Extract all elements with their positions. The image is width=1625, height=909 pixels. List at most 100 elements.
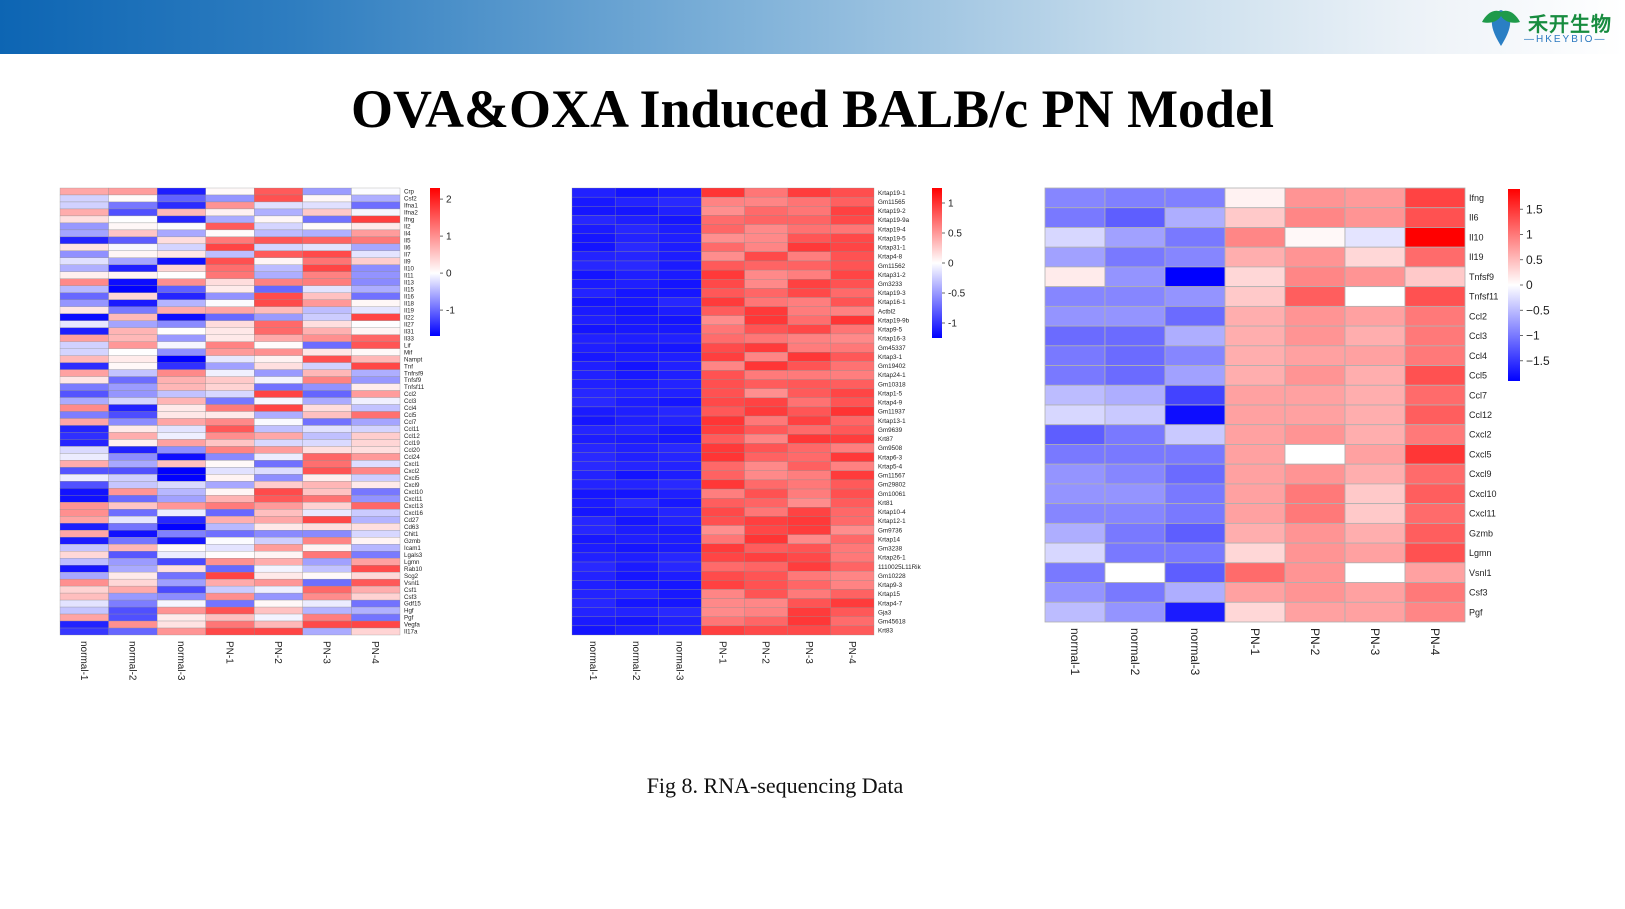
heatmap-cell	[351, 620, 401, 629]
heatmap-cell	[830, 352, 875, 362]
heatmap-cell	[302, 544, 352, 552]
heatmap-cell	[205, 592, 255, 601]
heatmap-cell	[614, 406, 659, 417]
heatmap-cell	[1344, 227, 1406, 248]
heatmap-cell	[571, 507, 616, 517]
heatmap-cell	[1224, 601, 1286, 623]
heatmap-cell	[254, 537, 304, 545]
heatmap-cell	[1344, 503, 1406, 524]
heatmap-cell	[571, 297, 616, 307]
heatmap-cell	[254, 474, 304, 482]
legend-tick-label: -1	[948, 319, 957, 330]
heatmap-cell	[1164, 404, 1226, 426]
heatmap-cell	[254, 502, 304, 510]
heatmap-cell	[830, 206, 875, 216]
heatmap-cell	[1344, 365, 1406, 386]
gene-label: Krtap26-1	[878, 555, 906, 562]
heatmap-cell	[302, 620, 352, 629]
legend-tick-label: −0.5	[1526, 303, 1550, 317]
heatmap-cell	[571, 397, 616, 408]
heatmap-cell	[830, 561, 875, 572]
heatmap-cell	[658, 479, 702, 490]
heatmap-cell	[1224, 404, 1286, 426]
heatmap-cell	[254, 571, 304, 580]
gene-label: Gzmb	[1469, 528, 1493, 538]
heatmap-cell	[205, 341, 255, 349]
heatmap-cell	[59, 264, 109, 272]
heatmap-cell	[1104, 522, 1166, 544]
heatmap-cell	[108, 627, 158, 636]
heatmap-cell	[614, 361, 659, 371]
heatmap-cell	[614, 224, 659, 234]
gene-label: Il19	[404, 307, 415, 314]
heatmap-cytokines-all: CrpCsf2Ifna1Ifna2IfngIl2Il4Il5Il6Il7Il9I…	[59, 187, 455, 681]
gene-label: Gm19402	[878, 363, 906, 370]
heatmap-cell	[351, 544, 401, 552]
heatmap-cell	[205, 551, 255, 559]
heatmap-cell	[156, 327, 206, 335]
heatmap-cell	[614, 288, 659, 298]
heatmap-cells	[1044, 187, 1466, 623]
heatmap-cell	[254, 355, 304, 363]
gene-label: Ccl12	[404, 433, 420, 440]
heatmap-cell	[156, 530, 206, 538]
heatmap-cell	[1284, 325, 1346, 347]
heatmap-cell	[1404, 503, 1466, 524]
heatmap-cell	[302, 425, 352, 433]
heatmap-cell	[658, 580, 702, 590]
heatmap-cell	[156, 271, 206, 279]
heatmap-cell	[156, 404, 206, 412]
heatmap-cell	[254, 446, 304, 454]
gene-label: Cxcl5	[404, 475, 420, 482]
heatmap-cell	[787, 370, 832, 380]
heatmap-cell	[254, 544, 304, 552]
heatmap-cell	[1284, 187, 1346, 209]
gene-label: Krtap6-3	[878, 454, 903, 461]
heatmap-cell	[205, 278, 255, 286]
heatmap-cell	[744, 598, 788, 608]
heatmap-cell	[658, 352, 702, 362]
sample-label: normal-1	[1068, 628, 1082, 676]
heatmap-cell	[351, 271, 401, 279]
heatmap-cell	[571, 352, 616, 362]
heatmap-cell	[1284, 601, 1346, 623]
heatmap-cell	[658, 361, 702, 371]
heatmap-cell	[787, 279, 832, 289]
heatmap-cell	[59, 606, 109, 615]
heatmap-cell	[701, 406, 745, 417]
heatmap-cell	[1164, 286, 1226, 307]
heatmap-cell	[1044, 503, 1106, 524]
heatmap-cell	[787, 251, 832, 262]
heatmap-cell	[108, 551, 158, 559]
sample-label: normal-2	[630, 641, 641, 681]
heatmap-cell	[108, 502, 158, 510]
heatmap-cell	[108, 278, 158, 286]
heatmap-cell	[614, 525, 659, 535]
heatmap-cell	[108, 613, 158, 622]
heatmap-cell	[614, 251, 659, 262]
heatmap-cell	[658, 279, 702, 289]
heatmap-cell	[108, 523, 158, 531]
heatmap-cell	[351, 320, 401, 328]
heatmap-cell	[1224, 305, 1286, 327]
heatmap-cell	[205, 481, 255, 489]
heatmap-cell	[1344, 522, 1406, 544]
legend-tick-label: 0	[1526, 278, 1533, 292]
heatmap-cell	[744, 324, 788, 335]
heatmap-cell	[108, 236, 158, 245]
heatmap-cell	[614, 297, 659, 307]
gene-label: Krt83	[878, 628, 894, 635]
gene-label: Tnfsf11	[404, 384, 425, 391]
heatmap-cell	[830, 452, 875, 462]
heatmap-cell	[787, 315, 832, 325]
heatmap-cell	[571, 206, 616, 216]
heatmap-cell	[205, 606, 255, 615]
heatmap-cell	[254, 390, 304, 398]
heatmap-cell	[1044, 365, 1106, 386]
heatmap-cell	[302, 404, 352, 412]
heatmap-cell	[614, 552, 659, 563]
heatmap-cell	[571, 461, 616, 471]
heatmap-cell	[156, 348, 206, 356]
heatmap-cell	[1104, 365, 1166, 386]
heatmap-cell	[1404, 207, 1466, 228]
